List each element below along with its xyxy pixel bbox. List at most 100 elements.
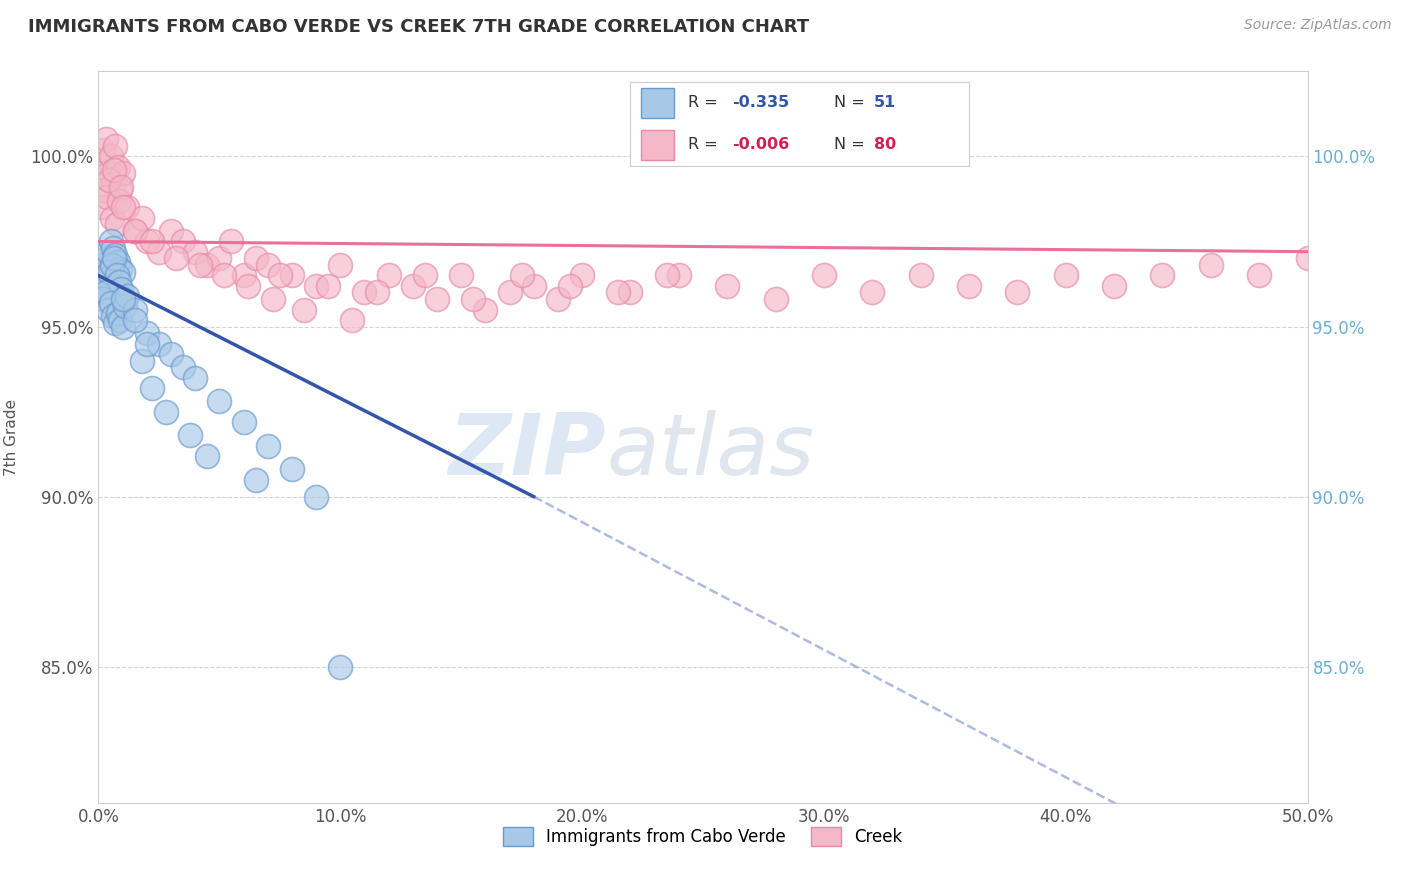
- Point: [238, 278, 260, 293]
- Text: Source: ZipAtlas.com: Source: ZipAtlas.com: [1244, 18, 1392, 32]
- Point: [342, 312, 364, 326]
- Point: [426, 293, 449, 307]
- Point: [1152, 268, 1174, 283]
- Point: [104, 139, 127, 153]
- Point: [91, 143, 114, 157]
- Point: [111, 293, 134, 307]
- Point: [135, 336, 157, 351]
- Point: [256, 439, 278, 453]
- Point: [1007, 285, 1029, 300]
- Point: [188, 258, 211, 272]
- Point: [100, 211, 122, 225]
- Point: [155, 404, 177, 418]
- Point: [100, 235, 122, 249]
- Point: [91, 201, 114, 215]
- Point: [366, 285, 388, 300]
- Point: [101, 177, 124, 191]
- Point: [165, 252, 187, 266]
- Point: [98, 173, 121, 187]
- Point: [668, 268, 690, 283]
- Point: [141, 235, 163, 249]
- Text: ZIP: ZIP: [449, 410, 606, 493]
- Point: [104, 316, 127, 330]
- Y-axis label: 7th Grade: 7th Grade: [4, 399, 20, 475]
- Point: [135, 326, 157, 341]
- Point: [510, 268, 533, 283]
- Point: [94, 132, 117, 146]
- Point: [377, 268, 399, 283]
- Point: [100, 149, 122, 163]
- Point: [124, 302, 146, 317]
- Point: [114, 299, 136, 313]
- Text: atlas: atlas: [606, 410, 814, 493]
- Point: [105, 218, 128, 232]
- Point: [463, 293, 485, 307]
- Point: [232, 268, 254, 283]
- Point: [135, 235, 157, 249]
- Point: [329, 258, 352, 272]
- Point: [281, 462, 304, 476]
- Point: [184, 244, 207, 259]
- Point: [1054, 268, 1077, 283]
- Point: [329, 659, 352, 673]
- Point: [1199, 258, 1222, 272]
- Point: [184, 370, 207, 384]
- Point: [94, 285, 117, 300]
- Point: [860, 285, 883, 300]
- Point: [1102, 278, 1125, 293]
- Point: [450, 268, 472, 283]
- Point: [179, 428, 201, 442]
- Point: [141, 381, 163, 395]
- Point: [558, 278, 581, 293]
- Point: [111, 319, 134, 334]
- Point: [105, 268, 128, 283]
- Point: [316, 278, 339, 293]
- Point: [96, 272, 118, 286]
- Point: [110, 282, 132, 296]
- Point: [1249, 268, 1271, 283]
- Point: [256, 258, 278, 272]
- Point: [571, 268, 593, 283]
- Point: [353, 285, 375, 300]
- Point: [474, 302, 496, 317]
- Point: [91, 268, 114, 283]
- Point: [212, 268, 235, 283]
- Point: [765, 293, 787, 307]
- Point: [97, 302, 120, 317]
- Point: [607, 285, 630, 300]
- Point: [172, 360, 194, 375]
- Point: [117, 201, 139, 215]
- Point: [108, 183, 131, 197]
- Point: [160, 347, 183, 361]
- Point: [103, 163, 125, 178]
- Point: [195, 449, 218, 463]
- Point: [498, 285, 520, 300]
- Point: [208, 252, 231, 266]
- Point: [108, 275, 131, 289]
- Point: [108, 261, 131, 276]
- Point: [103, 252, 125, 266]
- Point: [111, 201, 134, 215]
- Point: [93, 278, 115, 293]
- Point: [269, 268, 291, 283]
- Point: [96, 190, 118, 204]
- Point: [101, 310, 124, 324]
- Point: [232, 415, 254, 429]
- Point: [100, 258, 122, 272]
- Point: [910, 268, 932, 283]
- Point: [91, 156, 114, 170]
- Text: IMMIGRANTS FROM CABO VERDE VS CREEK 7TH GRADE CORRELATION CHART: IMMIGRANTS FROM CABO VERDE VS CREEK 7TH …: [28, 18, 810, 36]
- Point: [94, 252, 117, 266]
- Point: [124, 312, 146, 326]
- Point: [221, 235, 243, 249]
- Point: [107, 306, 129, 320]
- Point: [413, 268, 436, 283]
- Point: [108, 312, 131, 326]
- Point: [813, 268, 835, 283]
- Point: [619, 285, 641, 300]
- Point: [97, 244, 120, 259]
- Point: [107, 160, 129, 174]
- Point: [117, 289, 139, 303]
- Point: [655, 268, 678, 283]
- Point: [148, 244, 170, 259]
